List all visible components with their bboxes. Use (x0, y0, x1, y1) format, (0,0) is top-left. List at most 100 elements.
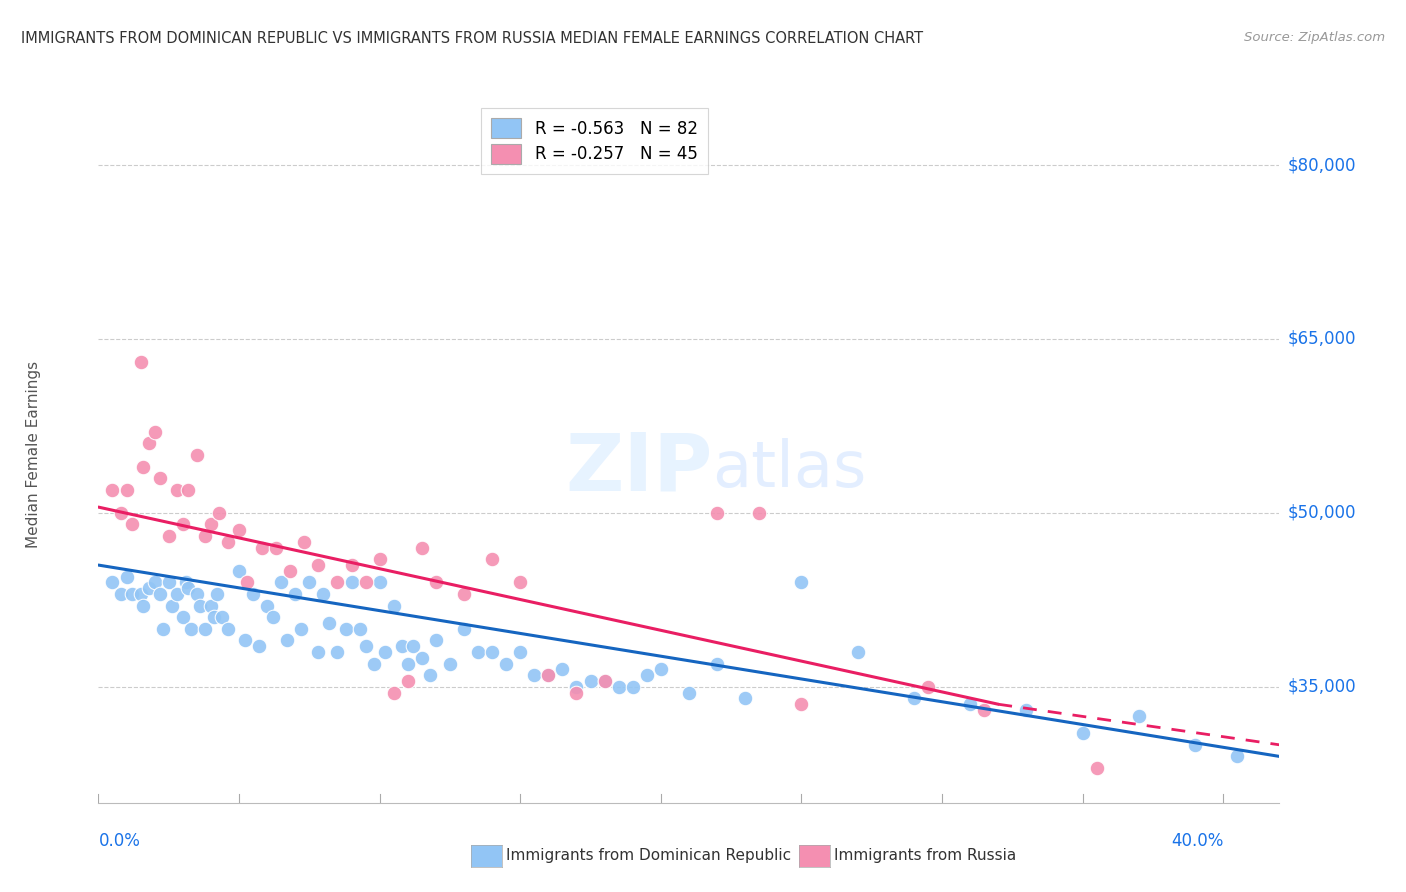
Point (166, 587, 188, 601)
Point (157, 575, 180, 590)
Point (636, 668, 658, 682)
Point (382, 686, 405, 700)
Point (121, 517, 143, 532)
Point (132, 599, 155, 613)
Point (217, 622, 239, 636)
Point (307, 645, 329, 659)
Point (903, 691, 925, 706)
Point (236, 575, 259, 590)
Point (706, 506, 728, 520)
Point (110, 506, 132, 520)
Point (149, 587, 172, 601)
Point (138, 436, 160, 450)
Point (101, 575, 124, 590)
Point (678, 686, 700, 700)
Point (262, 610, 284, 624)
Point (217, 534, 239, 549)
Point (706, 657, 728, 671)
Point (194, 529, 217, 543)
Point (363, 657, 385, 671)
Point (110, 587, 132, 601)
Point (318, 615, 340, 630)
Point (495, 657, 517, 671)
Point (160, 599, 183, 613)
Point (129, 587, 152, 601)
Point (115, 483, 138, 497)
Point (247, 639, 270, 653)
Point (129, 355, 152, 369)
Text: 0.0%: 0.0% (98, 831, 141, 850)
Text: Median Female Earnings: Median Female Earnings (25, 361, 41, 549)
Point (509, 645, 531, 659)
Point (593, 674, 616, 689)
Point (233, 633, 256, 648)
Point (284, 587, 307, 601)
Point (734, 691, 756, 706)
Point (202, 610, 225, 624)
Point (211, 610, 233, 624)
Point (790, 575, 813, 590)
Point (846, 645, 869, 659)
Point (579, 674, 602, 689)
Point (101, 483, 124, 497)
Point (335, 622, 357, 636)
Point (143, 575, 166, 590)
Point (593, 674, 616, 689)
Point (256, 599, 278, 613)
Point (1085, 761, 1108, 775)
Point (537, 668, 560, 682)
Text: $35,000: $35,000 (1288, 678, 1357, 696)
Point (1184, 738, 1206, 752)
Point (565, 686, 588, 700)
Point (402, 639, 425, 653)
Point (307, 558, 329, 573)
Point (790, 698, 813, 712)
Point (186, 448, 208, 462)
Point (453, 587, 475, 601)
Point (551, 662, 574, 677)
Point (174, 575, 197, 590)
Point (419, 668, 441, 682)
Point (340, 558, 363, 573)
Text: atlas: atlas (713, 438, 868, 500)
Text: IMMIGRANTS FROM DOMINICAN REPUBLIC VS IMMIGRANTS FROM RUSSIA MEDIAN FEMALE EARNI: IMMIGRANTS FROM DOMINICAN REPUBLIC VS IM… (21, 31, 924, 46)
Point (439, 657, 461, 671)
Point (138, 582, 160, 596)
Point (278, 564, 301, 578)
Point (264, 541, 287, 555)
Point (411, 651, 433, 665)
Point (748, 506, 770, 520)
Text: Source: ZipAtlas.com: Source: ZipAtlas.com (1244, 31, 1385, 45)
Point (290, 622, 312, 636)
Point (374, 645, 396, 659)
Point (132, 459, 155, 474)
Point (354, 575, 377, 590)
Point (172, 610, 194, 624)
Text: ZIP: ZIP (565, 430, 713, 508)
Point (276, 633, 298, 648)
Point (340, 575, 363, 590)
Point (453, 622, 475, 636)
Point (537, 668, 560, 682)
Point (1226, 749, 1249, 764)
Point (396, 657, 419, 671)
Point (143, 425, 166, 439)
Point (208, 506, 231, 520)
Point (481, 552, 503, 566)
Point (115, 570, 138, 584)
Text: Immigrants from Dominican Republic: Immigrants from Dominican Republic (506, 848, 792, 863)
Point (1015, 703, 1038, 717)
Text: $50,000: $50,000 (1288, 504, 1357, 522)
Point (354, 639, 377, 653)
Point (481, 645, 503, 659)
Point (391, 639, 413, 653)
Point (177, 582, 200, 596)
Point (326, 575, 349, 590)
Point (650, 662, 672, 677)
Point (298, 575, 321, 590)
Point (411, 541, 433, 555)
Point (959, 698, 981, 712)
Point (188, 599, 211, 613)
Point (396, 674, 419, 689)
Point (270, 575, 292, 590)
